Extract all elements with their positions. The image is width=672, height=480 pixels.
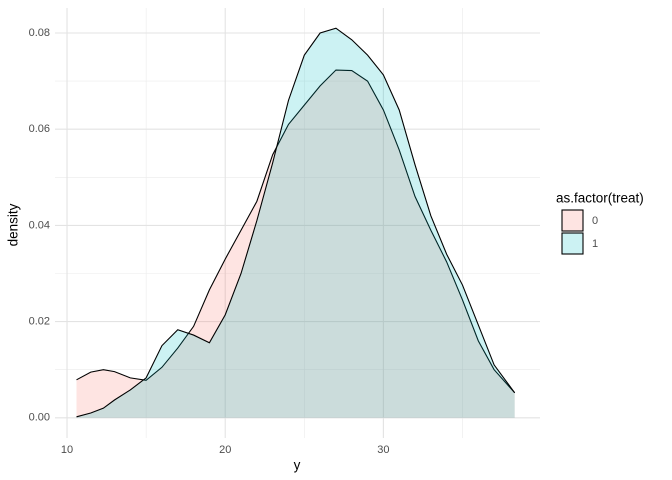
density-area — [76, 28, 515, 418]
density-line — [76, 27, 516, 418]
y-tick-label: 0.04 — [29, 219, 50, 231]
x-tick-label: 10 — [61, 444, 73, 456]
legend-key — [561, 209, 584, 232]
legend-label: 1 — [592, 238, 598, 250]
legend-key — [561, 232, 584, 255]
legend-label: 0 — [592, 215, 598, 227]
y-tick-label: 0.06 — [29, 123, 50, 135]
legend-title: as.factor(treat) — [556, 191, 644, 206]
x-axis-title: y — [294, 458, 301, 473]
density-area — [76, 70, 515, 418]
y-tick-label: 0.08 — [29, 27, 50, 39]
y-tick-label: 0.02 — [29, 316, 50, 328]
y-axis-title: density — [6, 203, 21, 246]
y-tick-label: 0.00 — [29, 412, 50, 424]
x-tick-label: 20 — [219, 444, 231, 456]
density-line — [76, 69, 516, 394]
x-tick-label: 30 — [377, 444, 389, 456]
